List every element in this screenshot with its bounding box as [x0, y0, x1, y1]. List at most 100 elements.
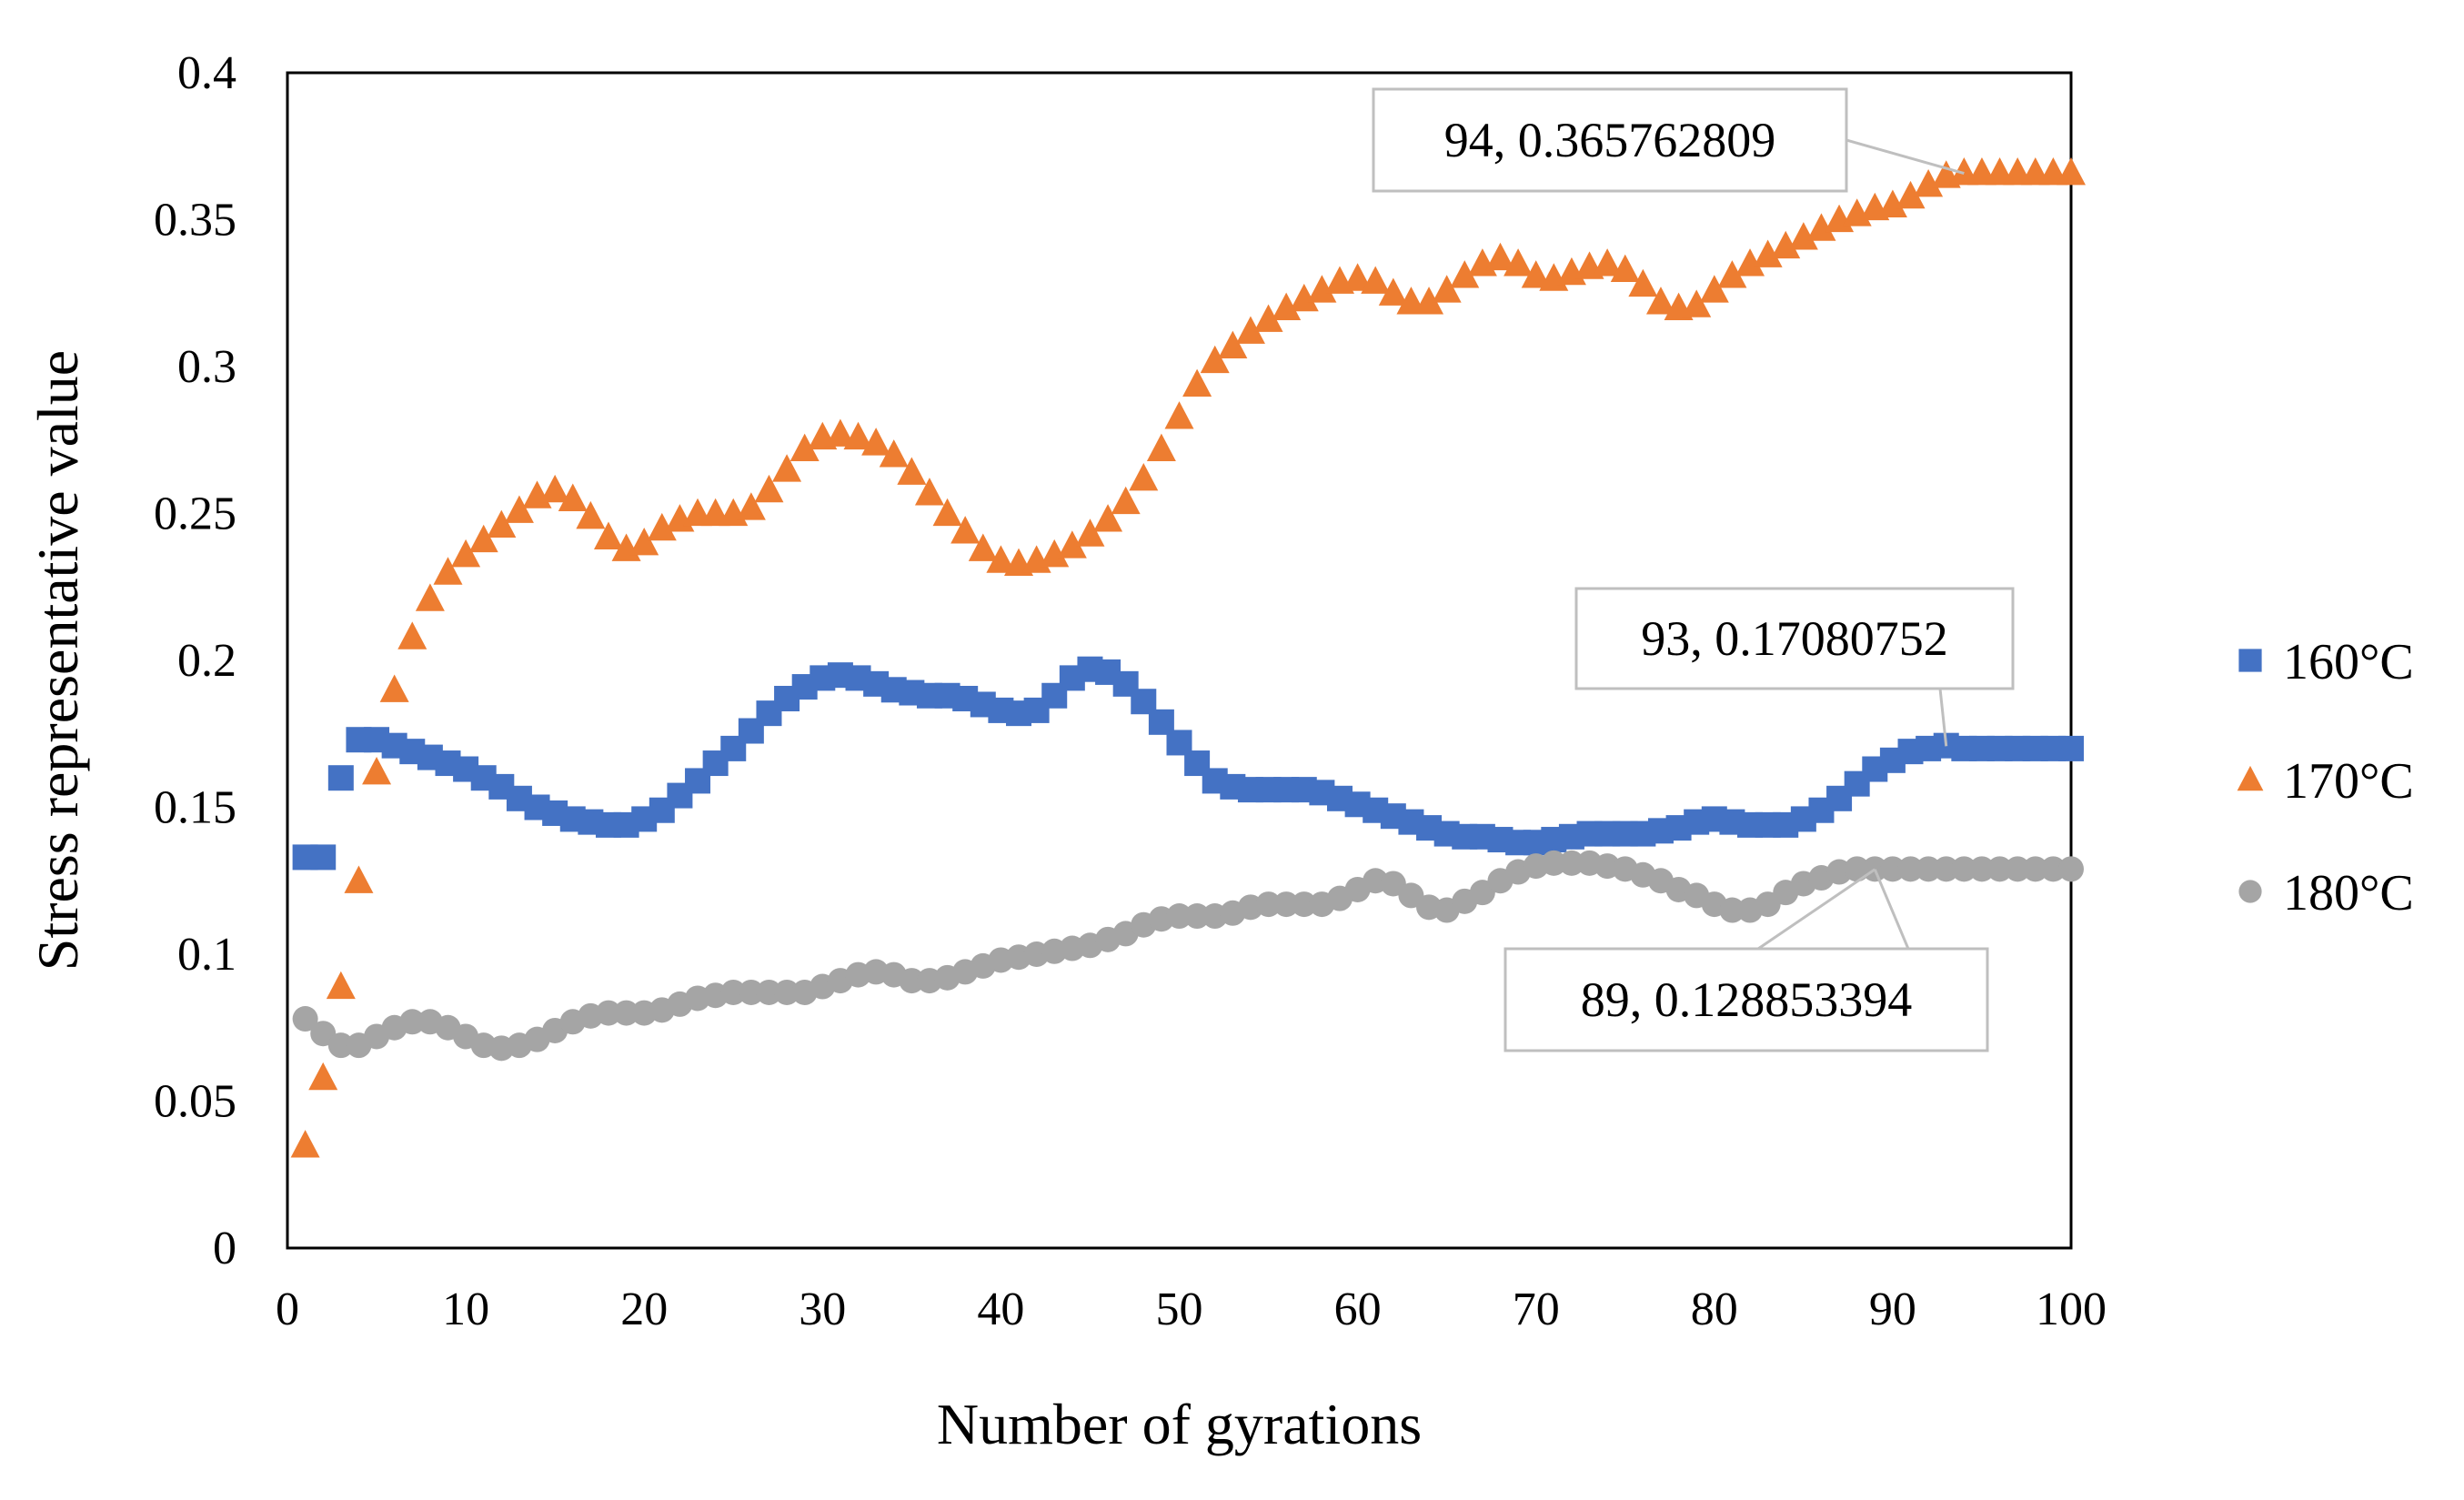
- data-point: [647, 512, 677, 541]
- annotation-180C: 89, 0.128853394: [1504, 868, 1989, 1052]
- data-point: [986, 545, 1016, 573]
- x-tick-label: 70: [1513, 1284, 1560, 1335]
- legend-label: 160°C: [2283, 634, 2414, 690]
- data-point: [2005, 856, 2031, 882]
- plot-frame: [286, 71, 2073, 1250]
- data-point: [379, 674, 409, 702]
- data-point: [1200, 345, 1230, 374]
- annotation-label: 89, 0.128853394: [1581, 972, 1913, 1027]
- series-170C: [290, 157, 2086, 1158]
- data-point: [736, 492, 766, 520]
- data-point: [1289, 283, 1319, 312]
- annotation-label: 94, 0.365762809: [1444, 113, 1776, 167]
- data-point: [1951, 856, 1977, 882]
- y-tick-label: 0.1: [177, 929, 236, 981]
- data-point: [593, 521, 623, 549]
- data-point: [1879, 856, 1906, 882]
- data-point: [1129, 462, 1159, 491]
- data-point: [914, 478, 944, 506]
- data-point: [1432, 275, 1462, 303]
- data-point: [629, 528, 659, 556]
- data-point: [595, 1000, 621, 1026]
- data-point: [1343, 263, 1373, 291]
- data-point: [950, 516, 981, 544]
- data-point: [1877, 189, 1907, 217]
- annotation-160C: 93, 0.17080752: [1574, 587, 2015, 747]
- data-point: [1541, 850, 1567, 876]
- legend-marker: [2238, 649, 2262, 672]
- data-point: [504, 495, 534, 523]
- data-point: [1610, 254, 1640, 283]
- data-point: [540, 474, 570, 503]
- y-axis-title: Stress representative value: [25, 350, 90, 971]
- data-point: [433, 557, 463, 585]
- data-point: [1844, 856, 1870, 882]
- data-point: [1896, 180, 1926, 209]
- data-point: [1235, 316, 1265, 344]
- data-point: [1253, 304, 1283, 332]
- data-point: [487, 509, 517, 539]
- data-point: [1146, 433, 1176, 462]
- data-point: [1897, 856, 1924, 882]
- annotation-box: [1574, 587, 2015, 690]
- legend-label: 170°C: [2283, 753, 2414, 810]
- data-point: [308, 1062, 338, 1091]
- annotation-box: [1504, 947, 1989, 1052]
- data-point: [327, 765, 354, 791]
- annotation-leader-line: [1938, 688, 1948, 747]
- data-point: [1968, 856, 1995, 882]
- legend-item: 180°C: [2238, 865, 2414, 921]
- y-tick-label: 0.35: [154, 195, 236, 247]
- data-point: [2057, 157, 2086, 186]
- data-point: [310, 844, 337, 871]
- y-tick-label: 0.4: [177, 47, 236, 99]
- data-point: [1771, 230, 1801, 259]
- data-point: [1450, 260, 1480, 288]
- data-point: [720, 979, 747, 1005]
- data-point: [932, 498, 962, 527]
- x-axis-title: Number of gyrations: [937, 1392, 1422, 1456]
- data-point: [861, 428, 891, 456]
- x-tick-label: 40: [977, 1284, 1024, 1335]
- series-group: [290, 157, 2086, 1158]
- y-tick-label: 0.25: [154, 488, 236, 540]
- data-point: [468, 524, 498, 553]
- data-point: [1986, 856, 2013, 882]
- annotation-label: 93, 0.17080752: [1641, 611, 1948, 666]
- legend-item: 160°C: [2238, 634, 2414, 690]
- data-point: [1093, 504, 1123, 532]
- x-tick-label: 100: [2036, 1284, 2107, 1335]
- legend-marker: [2237, 765, 2264, 791]
- data-point: [1075, 518, 1105, 547]
- data-point: [1593, 248, 1623, 277]
- data-point: [843, 421, 873, 450]
- data-point: [1628, 268, 1658, 297]
- data-point: [415, 583, 445, 611]
- data-point: [290, 1130, 320, 1158]
- x-tick-label: 10: [442, 1284, 489, 1335]
- series-160C: [292, 656, 2084, 871]
- data-point: [1699, 275, 1729, 303]
- data-point: [1521, 260, 1551, 288]
- annotation-leader-line: [1845, 138, 1965, 176]
- axes-group: 0 0.05 0.1 0.15 0.2 0.25 0.3 0.35 0.4 0 10 20 30 40 50…: [25, 47, 2107, 1456]
- x-tick-label: 60: [1334, 1284, 1382, 1335]
- y-tick-label: 0.3: [177, 341, 236, 393]
- data-point: [451, 539, 481, 568]
- legend: 160°C 170°C 180°C: [2237, 634, 2414, 921]
- data-point: [1914, 168, 1944, 197]
- data-point: [292, 1006, 318, 1032]
- data-point: [327, 1032, 354, 1059]
- data-point: [756, 979, 782, 1005]
- data-point: [879, 439, 909, 468]
- data-point: [1753, 239, 1783, 267]
- data-point: [1485, 242, 1515, 271]
- data-point: [362, 756, 392, 785]
- data-point: [1504, 248, 1534, 277]
- data-point: [1735, 248, 1765, 277]
- data-point: [1717, 260, 1747, 288]
- data-point: [754, 474, 784, 503]
- y-tick-label: 0.2: [177, 635, 236, 687]
